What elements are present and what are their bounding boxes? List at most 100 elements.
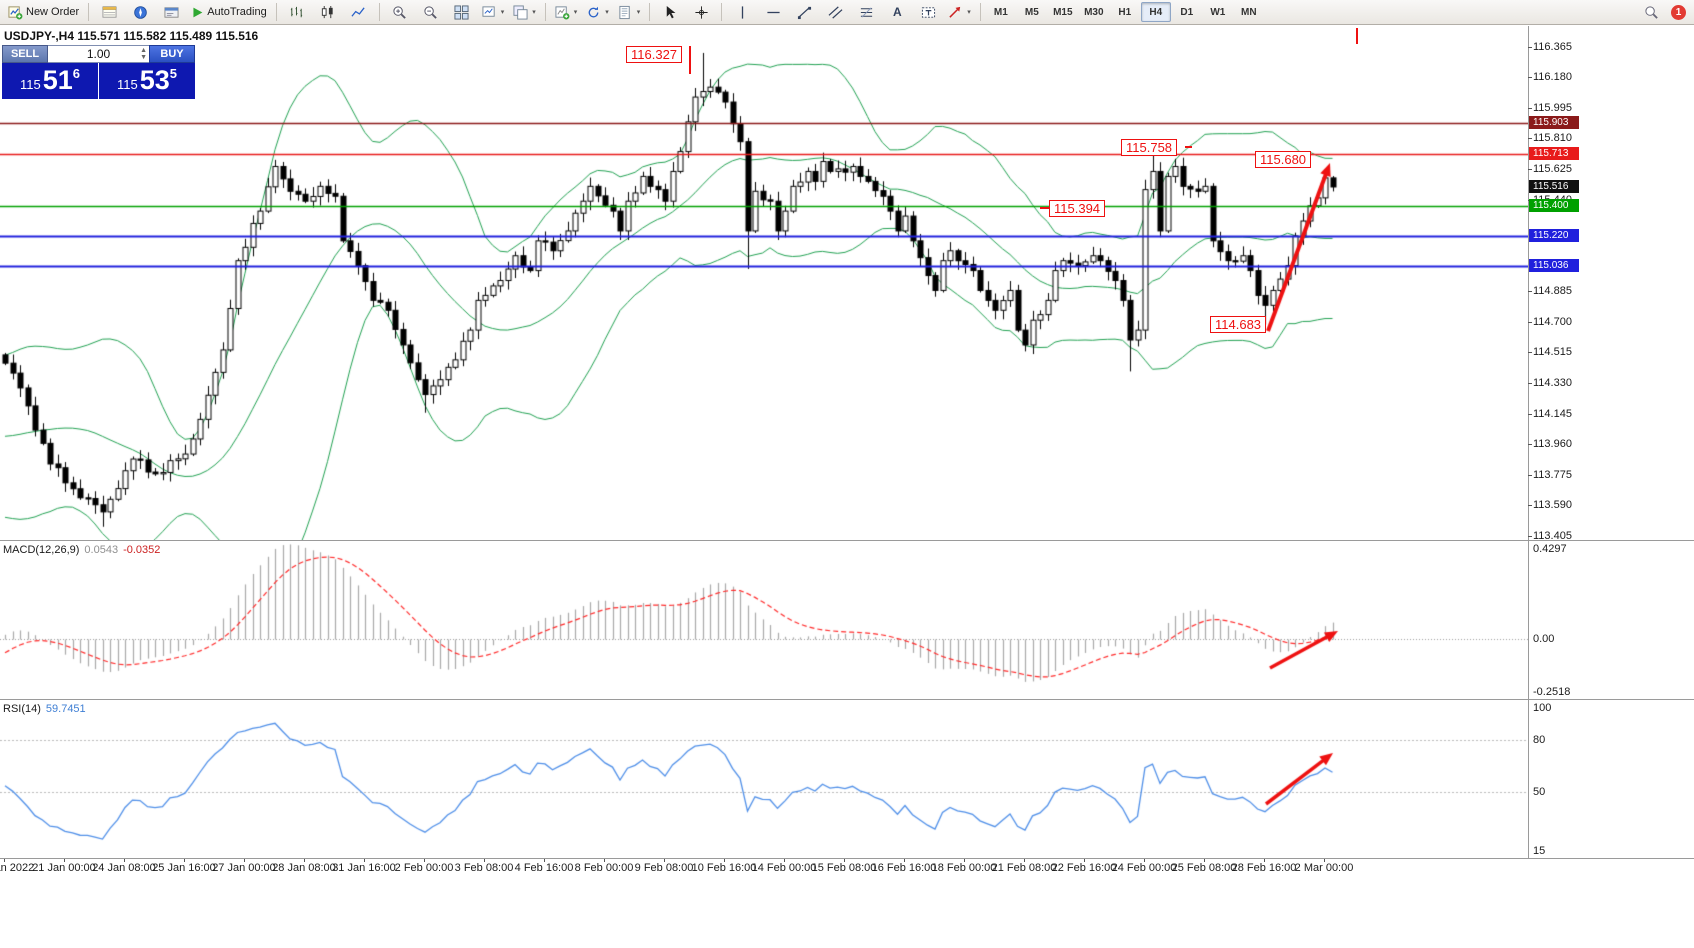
panel-separator[interactable] (0, 699, 1694, 700)
timeframe-d1[interactable]: D1 (1180, 6, 1194, 18)
text-tool-button[interactable]: A (882, 1, 912, 23)
templates-button[interactable]: ▾ (614, 1, 645, 23)
time-axis-label: 24 Jan 08:00 (92, 862, 156, 874)
time-axis-label: 31 Jan 16:00 (332, 862, 396, 874)
macd-axis-label: -0.2518 (1533, 686, 1571, 698)
time-axis-tick-mark (484, 859, 485, 862)
panel-separator[interactable] (0, 540, 1694, 541)
terminal-button[interactable] (156, 1, 186, 23)
volume-input[interactable]: 1.00 ▲ ▼ (48, 45, 149, 63)
time-axis-label: 3 Feb 08:00 (454, 862, 514, 874)
price-annotation-label[interactable]: 116.327 (626, 46, 683, 63)
time-axis-tick-mark (544, 859, 545, 862)
fibonacci-tool-button[interactable] (851, 1, 881, 23)
dropdown-arrow-icon: ▾ (532, 9, 536, 16)
timeframe-h4[interactable]: H4 (1140, 2, 1171, 22)
price-axis-tick-mark (1528, 321, 1532, 323)
cursor-tool-button[interactable] (655, 1, 685, 23)
candlestick-chart-button[interactable] (313, 1, 343, 23)
zoom-in-button[interactable] (385, 1, 415, 23)
sell-button[interactable]: SELL (2, 45, 48, 63)
price-axis-tick-mark (1528, 291, 1532, 293)
crosshair-tool-button[interactable] (686, 1, 716, 23)
zoom-out-button[interactable] (416, 1, 446, 23)
channel-tool-button[interactable] (820, 1, 850, 23)
timeframe-m5[interactable]: M5 (1024, 6, 1039, 18)
time-axis[interactable] (0, 859, 1528, 880)
line-chart-button[interactable] (344, 1, 374, 23)
time-axis-tick-mark (4, 859, 5, 862)
time-axis-tick-mark (844, 859, 845, 862)
panel-separator (0, 858, 1694, 859)
notification-badge[interactable]: 1 (1671, 4, 1686, 20)
time-axis-label: 27 Jan 00:00 (212, 862, 276, 874)
price-annotation-label[interactable]: 115.394 (1049, 200, 1106, 217)
price-axis-tick-mark (1528, 505, 1532, 507)
volume-up-button[interactable]: ▲ (140, 47, 147, 54)
buy-button[interactable]: BUY (149, 45, 195, 63)
volume-value: 1.00 (86, 47, 111, 61)
price-axis-border (1528, 26, 1529, 858)
new-chart-button[interactable]: ▾ (478, 1, 509, 23)
rsi-label: RSI(14) 59.7451 (3, 703, 86, 715)
price-tag: 115.220 (1529, 228, 1579, 242)
toolbar-separator (649, 3, 651, 21)
price-annotation-label[interactable]: 115.758 (1121, 139, 1178, 156)
price-annotation-label[interactable]: 115.680 (1255, 151, 1312, 168)
new-order-button[interactable]: New Order (4, 1, 83, 23)
horizontal-line-tool-button[interactable] (758, 1, 788, 23)
toolbar-separator (275, 3, 277, 21)
price-axis-tick-mark (1528, 46, 1532, 48)
text-label-icon (921, 6, 935, 18)
annotation-line (1356, 28, 1358, 44)
timeframe-mn[interactable]: MN (1241, 6, 1257, 18)
macd-panel-canvas[interactable] (0, 541, 1528, 699)
price-axis-label: 115.625 (1533, 162, 1572, 175)
cycle-icon (588, 6, 599, 17)
main-chart-canvas[interactable] (0, 26, 1528, 540)
ask-quote[interactable]: 115 53 5 (99, 63, 195, 99)
chart-cycle-button[interactable]: ▾ (582, 1, 613, 23)
timeframe-w1[interactable]: W1 (1210, 6, 1226, 18)
bid-quote[interactable]: 115 51 6 (2, 63, 98, 99)
tile-windows-button[interactable] (447, 1, 477, 23)
time-axis-tick-mark (904, 859, 905, 862)
chart-profiles-button[interactable]: ▾ (509, 1, 540, 23)
price-axis-label: 116.180 (1533, 71, 1572, 84)
new-order-icon (8, 5, 23, 19)
market-watch-button[interactable] (94, 1, 124, 23)
vertical-line-tool-button[interactable] (727, 1, 757, 23)
price-axis[interactable] (1529, 26, 1694, 858)
time-axis-tick-mark (244, 859, 245, 862)
add-indicator-button[interactable]: ▾ (551, 1, 582, 23)
timeframe-m15[interactable]: M15 (1053, 6, 1073, 18)
price-axis-label: 113.405 (1533, 529, 1572, 542)
bar-chart-button[interactable] (282, 1, 312, 23)
price-axis-label: 114.330 (1533, 376, 1572, 389)
trendline-tool-button[interactable] (789, 1, 819, 23)
timeframe-m30[interactable]: M30 (1084, 6, 1104, 18)
price-axis-tick-mark (1528, 138, 1532, 140)
timeframe-h1[interactable]: H1 (1118, 6, 1132, 18)
price-annotation-label[interactable]: 114.683 (1210, 316, 1267, 333)
autotrading-button[interactable]: AutoTrading (187, 1, 271, 23)
arrow-objects-button[interactable]: ▾ (944, 1, 975, 23)
templates-icon (619, 5, 630, 19)
navigator-button[interactable] (125, 1, 155, 23)
time-axis-label: 10 Feb 16:00 (691, 862, 757, 874)
timeframe-m1[interactable]: M1 (993, 6, 1008, 18)
text-label-tool-button[interactable] (913, 1, 943, 23)
toolbar: New Order AutoTrading (0, 0, 1694, 25)
time-axis-label: 24 Feb 00:00 (1111, 862, 1177, 874)
terminal-icon (164, 6, 179, 18)
rsi-panel-canvas[interactable] (0, 700, 1528, 858)
fibonacci-icon (860, 6, 872, 18)
text-tool-icon: A (892, 5, 902, 19)
trendline-icon (797, 6, 811, 19)
time-axis-tick-mark (1264, 859, 1265, 862)
search-button[interactable] (1636, 1, 1666, 23)
time-axis-tick-mark (364, 859, 365, 862)
time-axis-label: 4 Feb 16:00 (514, 862, 574, 874)
volume-down-button[interactable]: ▼ (140, 54, 147, 61)
time-axis-label: 8 Feb 00:00 (574, 862, 634, 874)
